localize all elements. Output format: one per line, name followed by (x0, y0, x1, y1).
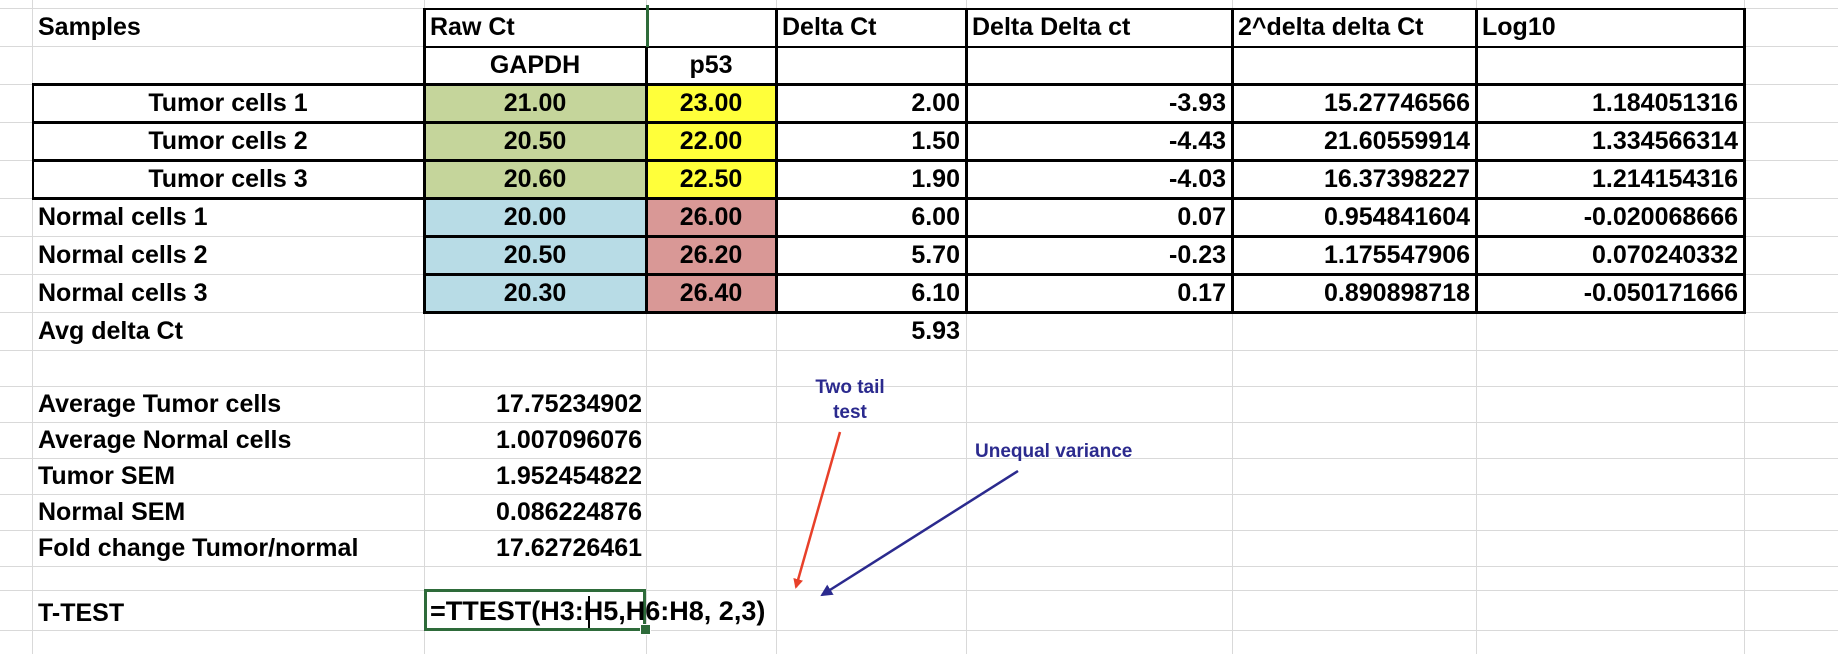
gapdh-cell[interactable]: 20.00 (503, 203, 567, 231)
header-samples[interactable]: Samples (38, 13, 141, 41)
delta-ct-cell[interactable]: 6.10 (911, 279, 960, 307)
log10-cell[interactable]: 0.070240332 (1592, 241, 1738, 269)
pow-cell[interactable]: 15.27746566 (1324, 89, 1470, 117)
header-delta-ct[interactable]: Delta Ct (782, 13, 877, 41)
stat-value[interactable]: 1.952454822 (496, 462, 642, 490)
header-delta-delta-ct[interactable]: Delta Delta ct (972, 13, 1131, 41)
delta-delta-cell[interactable]: -4.03 (1169, 165, 1226, 193)
stat-label[interactable]: Normal SEM (38, 498, 186, 526)
header-gapdh[interactable]: GAPDH (489, 51, 581, 79)
sample-cell[interactable]: Normal cells 3 (38, 279, 208, 307)
p53-normal-fill (646, 198, 776, 312)
annotation-unequal-variance: Unequal variance (975, 441, 1133, 462)
sample-cell[interactable]: Normal cells 2 (38, 241, 208, 269)
delta-delta-cell[interactable]: -3.93 (1169, 89, 1226, 117)
delta-ct-cell[interactable]: 6.00 (911, 203, 960, 231)
delta-delta-cell[interactable]: -0.23 (1169, 241, 1226, 269)
annotation-two-tail-line1: Two tail (815, 377, 885, 398)
p53-cell[interactable]: 22.50 (679, 165, 743, 193)
stat-value[interactable]: 17.62726461 (496, 534, 642, 562)
sample-cell[interactable]: Tumor cells 3 (148, 165, 308, 193)
stat-value[interactable]: 1.007096076 (496, 426, 642, 454)
stat-label[interactable]: Average Normal cells (38, 426, 292, 454)
header-pow-delta-delta-ct[interactable]: 2^delta delta Ct (1238, 13, 1424, 41)
log10-cell[interactable]: 1.184051316 (1592, 89, 1738, 117)
ttest-formula[interactable]: =TTEST(H3:H5,H6:H8, 2,3) (430, 596, 766, 626)
log10-cell[interactable]: -0.020068666 (1583, 203, 1738, 231)
avg-delta-ct-value[interactable]: 5.93 (911, 317, 960, 345)
log10-cell[interactable]: 1.214154316 (1592, 165, 1738, 193)
text-cursor (588, 596, 590, 628)
ttest-label[interactable]: T-TEST (38, 599, 125, 627)
delta-ct-cell[interactable]: 1.50 (911, 127, 960, 155)
delta-delta-cell[interactable]: 0.07 (1177, 203, 1226, 231)
header-raw-ct[interactable]: Raw Ct (430, 13, 515, 41)
stat-label[interactable]: Average Tumor cells (38, 390, 282, 418)
pow-cell[interactable]: 0.890898718 (1324, 279, 1470, 307)
stat-value[interactable]: 17.75234902 (496, 390, 642, 418)
delta-delta-cell[interactable]: -4.43 (1169, 127, 1226, 155)
log10-cell[interactable]: -0.050171666 (1583, 279, 1738, 307)
gapdh-cell[interactable]: 20.60 (503, 165, 567, 193)
delta-ct-cell[interactable]: 2.00 (911, 89, 960, 117)
pow-cell[interactable]: 0.954841604 (1324, 203, 1470, 231)
gapdh-cell[interactable]: 21.00 (503, 89, 567, 117)
gapdh-tumor-fill (424, 84, 646, 198)
p53-cell[interactable]: 26.00 (679, 203, 743, 231)
stat-label[interactable]: Tumor SEM (38, 462, 176, 490)
avg-delta-ct-label[interactable]: Avg delta Ct (38, 317, 183, 345)
pow-cell[interactable]: 1.175547906 (1324, 241, 1470, 269)
p53-cell[interactable]: 22.00 (679, 127, 743, 155)
pow-cell[interactable]: 21.60559914 (1324, 127, 1470, 155)
fill-handle[interactable] (640, 624, 651, 635)
stat-value[interactable]: 0.086224876 (496, 498, 642, 526)
two-tail-arrow (793, 431, 842, 589)
gapdh-normal-fill (424, 198, 646, 312)
sample-cell[interactable]: Tumor cells 2 (148, 127, 308, 155)
log10-cell[interactable]: 1.334566314 (1592, 127, 1738, 155)
annotation-two-tail-line2: test (833, 402, 867, 423)
stat-label[interactable]: Fold change Tumor/normal (38, 534, 359, 562)
delta-ct-cell[interactable]: 1.90 (911, 165, 960, 193)
unequal-variance-arrow (820, 469, 1019, 597)
sample-cell[interactable]: Tumor cells 1 (148, 89, 308, 117)
gapdh-cell[interactable]: 20.30 (503, 279, 567, 307)
p53-cell[interactable]: 26.40 (679, 279, 743, 307)
p53-cell[interactable]: 26.20 (679, 241, 743, 269)
header-log10[interactable]: Log10 (1482, 13, 1556, 41)
sample-cell[interactable]: Normal cells 1 (38, 203, 208, 231)
active-cell-selection[interactable] (424, 589, 646, 631)
column-selection-edge (646, 5, 649, 47)
header-p53[interactable]: p53 (689, 51, 733, 79)
delta-delta-cell[interactable]: 0.17 (1177, 279, 1226, 307)
p53-cell[interactable]: 23.00 (679, 89, 743, 117)
p53-tumor-fill (646, 84, 776, 198)
gapdh-cell[interactable]: 20.50 (503, 241, 567, 269)
gapdh-cell[interactable]: 20.50 (503, 127, 567, 155)
pow-cell[interactable]: 16.37398227 (1324, 165, 1470, 193)
delta-ct-cell[interactable]: 5.70 (911, 241, 960, 269)
